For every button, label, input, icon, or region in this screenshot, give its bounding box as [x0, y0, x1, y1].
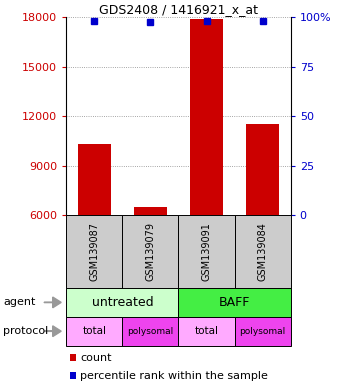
Text: percentile rank within the sample: percentile rank within the sample [80, 371, 268, 381]
Bar [134, 207, 167, 215]
Bar [78, 144, 111, 215]
Text: untreated: untreated [91, 296, 153, 309]
Text: total: total [82, 326, 106, 336]
Bar [246, 124, 279, 215]
Text: GSM139079: GSM139079 [146, 222, 155, 281]
Text: protocol: protocol [3, 326, 49, 336]
Text: count: count [80, 353, 112, 363]
Text: polysomal: polysomal [239, 327, 286, 336]
Text: GSM139087: GSM139087 [89, 222, 99, 281]
Text: total: total [194, 326, 219, 336]
Text: agent: agent [3, 297, 36, 308]
Text: GSM139084: GSM139084 [258, 222, 268, 281]
Text: GSM139091: GSM139091 [202, 222, 211, 281]
Text: polysomal: polysomal [127, 327, 174, 336]
Title: GDS2408 / 1416921_x_at: GDS2408 / 1416921_x_at [99, 3, 258, 16]
Text: BAFF: BAFF [219, 296, 250, 309]
Bar [190, 19, 223, 215]
